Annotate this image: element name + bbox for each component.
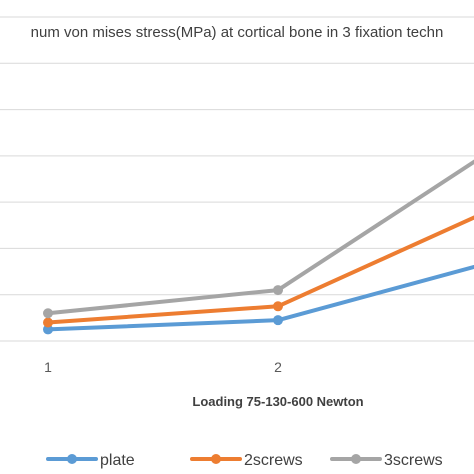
legend-label-3screws: 3screws xyxy=(384,452,443,469)
legend: plate 2screws 3screws xyxy=(46,452,443,469)
gridlines xyxy=(0,16,474,342)
x-axis-label: Loading 75-130-600 Newton xyxy=(192,394,363,409)
series-line-2screws xyxy=(46,215,474,325)
data-point-plate xyxy=(273,315,283,326)
data-point-plate xyxy=(43,324,53,335)
x-tick-label: 1 xyxy=(44,359,52,375)
legend-label-plate: plate xyxy=(100,452,135,469)
legend-marker-3screws xyxy=(351,454,361,464)
data-point-2screws xyxy=(273,301,283,312)
x-tick-label: 2 xyxy=(274,359,282,375)
series-lines xyxy=(43,159,474,335)
legend-label-2screws: 2screws xyxy=(244,452,303,469)
series-line-3screws xyxy=(46,159,474,316)
legend-marker-plate xyxy=(67,454,77,464)
chart-title: num von mises stress(MPa) at cortical bo… xyxy=(31,24,444,41)
data-point-2screws xyxy=(43,317,53,328)
x-axis-ticks: 123 xyxy=(44,359,282,375)
legend-marker-2screws xyxy=(211,454,221,464)
data-point-3screws xyxy=(43,308,53,319)
data-point-3screws xyxy=(273,285,283,296)
